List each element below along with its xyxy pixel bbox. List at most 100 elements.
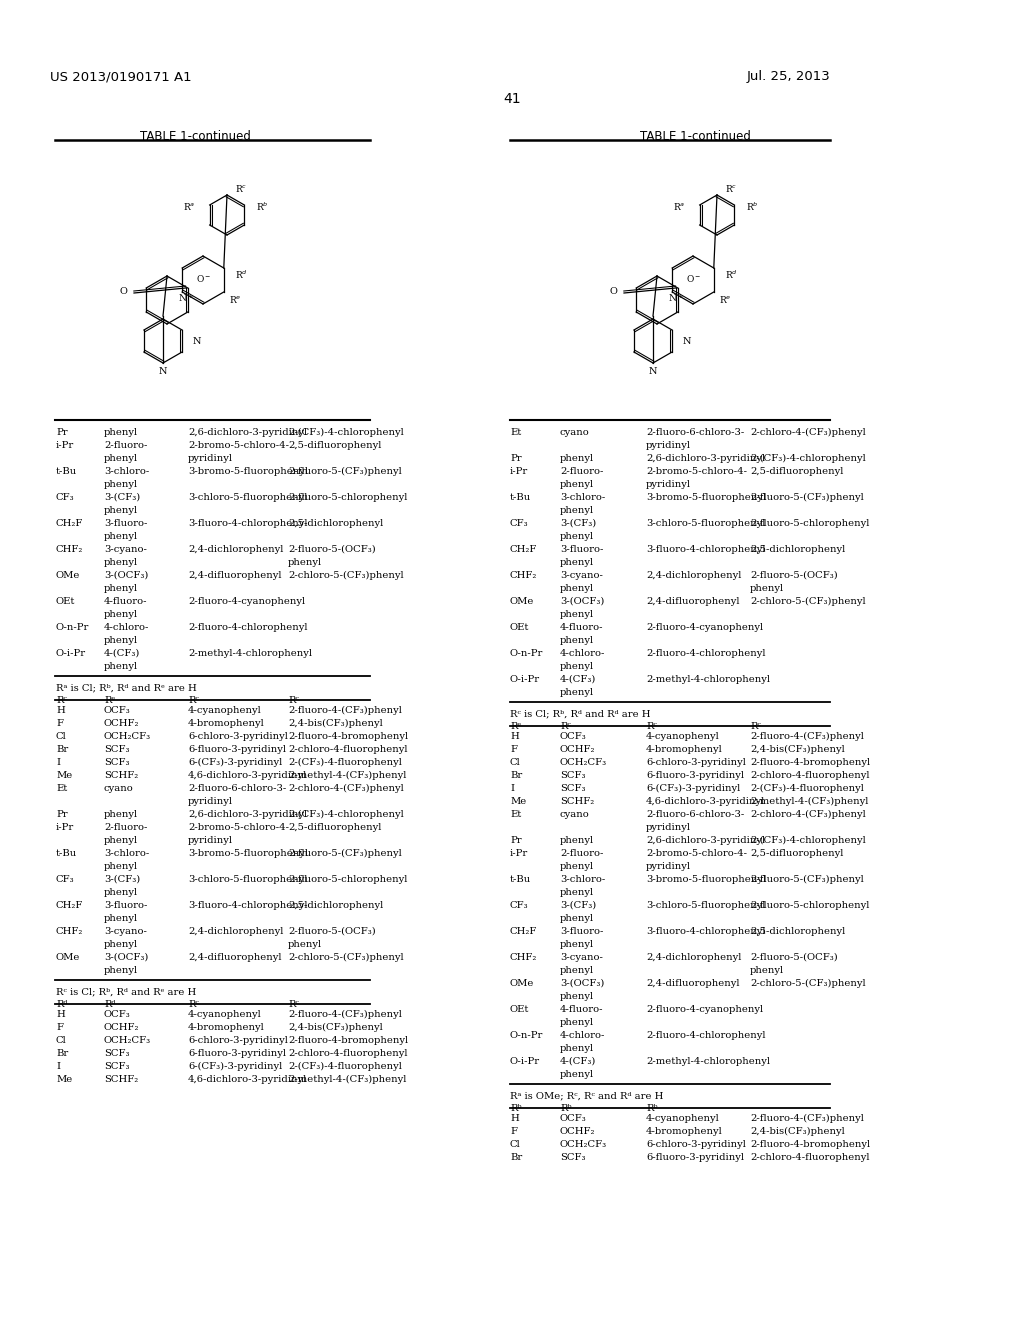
Text: phenyl: phenyl	[104, 506, 138, 515]
Text: pyridinyl: pyridinyl	[188, 836, 233, 845]
Text: OCHF₂: OCHF₂	[104, 719, 139, 729]
Text: 2,5-difluorophenyl: 2,5-difluorophenyl	[288, 822, 381, 832]
Text: CH₂F: CH₂F	[56, 519, 83, 528]
Text: 6-chloro-3-pyridinyl: 6-chloro-3-pyridinyl	[646, 1140, 745, 1148]
Text: OCF₃: OCF₃	[104, 706, 131, 715]
Text: 2-methyl-4-(CF₃)phenyl: 2-methyl-4-(CF₃)phenyl	[750, 797, 868, 807]
Text: Rᵇ: Rᵇ	[560, 1104, 571, 1113]
Text: 2-fluoro-4-cyanophenyl: 2-fluoro-4-cyanophenyl	[188, 597, 305, 606]
Text: Rᵉ: Rᵉ	[104, 696, 116, 705]
Text: 2-fluoro-6-chloro-3-: 2-fluoro-6-chloro-3-	[646, 810, 744, 818]
Text: 3-fluoro-: 3-fluoro-	[104, 519, 147, 528]
Text: phenyl: phenyl	[560, 558, 594, 568]
Text: phenyl: phenyl	[104, 940, 138, 949]
Text: i-Pr: i-Pr	[510, 849, 528, 858]
Text: 2-fluoro-4-chlorophenyl: 2-fluoro-4-chlorophenyl	[646, 649, 766, 657]
Text: 3-(OCF₃): 3-(OCF₃)	[560, 979, 604, 987]
Text: phenyl: phenyl	[104, 888, 138, 898]
Text: Cl: Cl	[56, 733, 67, 741]
Text: phenyl: phenyl	[104, 966, 138, 975]
Text: CF₃: CF₃	[56, 492, 75, 502]
Text: 2-fluoro-5-chlorophenyl: 2-fluoro-5-chlorophenyl	[288, 492, 408, 502]
Text: cyano: cyano	[104, 784, 134, 793]
Text: F: F	[510, 1127, 517, 1137]
Text: R$^c$: R$^c$	[234, 182, 247, 194]
Text: SCHF₂: SCHF₂	[104, 1074, 138, 1084]
Text: 2-(CF₃)-4-chlorophenyl: 2-(CF₃)-4-chlorophenyl	[750, 454, 865, 463]
Text: R$^a$: R$^a$	[673, 202, 685, 213]
Text: t-Bu: t-Bu	[56, 849, 77, 858]
Text: H: H	[56, 706, 65, 715]
Text: phenyl: phenyl	[288, 940, 323, 949]
Text: CH₂F: CH₂F	[510, 545, 538, 554]
Text: 6-(CF₃)-3-pyridinyl: 6-(CF₃)-3-pyridinyl	[646, 784, 740, 793]
Text: CF₃: CF₃	[510, 519, 528, 528]
Text: 6-fluoro-3-pyridinyl: 6-fluoro-3-pyridinyl	[646, 1152, 744, 1162]
Text: 3-(CF₃): 3-(CF₃)	[104, 492, 140, 502]
Text: cyano: cyano	[560, 428, 590, 437]
Text: Rᵇ: Rᵇ	[510, 1104, 521, 1113]
Text: N: N	[193, 337, 202, 346]
Text: 4-cyanophenyl: 4-cyanophenyl	[646, 1114, 720, 1123]
Text: phenyl: phenyl	[560, 532, 594, 541]
Text: 3-cyano-: 3-cyano-	[560, 953, 603, 962]
Text: 3-chloro-5-fluorophenyl: 3-chloro-5-fluorophenyl	[188, 875, 307, 884]
Text: phenyl: phenyl	[560, 480, 594, 488]
Text: 2-fluoro-5-(OCF₃): 2-fluoro-5-(OCF₃)	[750, 953, 838, 962]
Text: Pr: Pr	[56, 810, 68, 818]
Text: Rᶜ is Cl; Rᵇ, Rᵈ and Rᵈ are H: Rᶜ is Cl; Rᵇ, Rᵈ and Rᵈ are H	[510, 709, 650, 718]
Text: 2-fluoro-4-chlorophenyl: 2-fluoro-4-chlorophenyl	[188, 623, 307, 632]
Text: phenyl: phenyl	[104, 532, 138, 541]
Text: Et: Et	[510, 810, 521, 818]
Text: I: I	[56, 758, 60, 767]
Text: Rᶜ is Cl; Rᵇ, Rᵈ and Rᵉ are H: Rᶜ is Cl; Rᵇ, Rᵈ and Rᵉ are H	[56, 987, 197, 997]
Text: 3-(CF₃): 3-(CF₃)	[560, 519, 596, 528]
Text: 3-bromo-5-fluorophenyl: 3-bromo-5-fluorophenyl	[188, 467, 308, 477]
Text: 2-methyl-4-(CF₃)phenyl: 2-methyl-4-(CF₃)phenyl	[288, 771, 407, 780]
Text: R$^c$: R$^c$	[725, 182, 737, 194]
Text: 6-(CF₃)-3-pyridinyl: 6-(CF₃)-3-pyridinyl	[188, 1063, 283, 1071]
Text: H: H	[510, 733, 519, 741]
Text: t-Bu: t-Bu	[510, 875, 531, 884]
Text: SCF₃: SCF₃	[560, 771, 586, 780]
Text: 2-fluoro-5-(CF₃)phenyl: 2-fluoro-5-(CF₃)phenyl	[750, 875, 864, 884]
Text: 2-(CF₃)-4-fluorophenyl: 2-(CF₃)-4-fluorophenyl	[288, 758, 401, 767]
Text: 2-chloro-4-(CF₃)phenyl: 2-chloro-4-(CF₃)phenyl	[288, 784, 403, 793]
Text: i-Pr: i-Pr	[56, 822, 75, 832]
Text: 2-chloro-4-fluorophenyl: 2-chloro-4-fluorophenyl	[288, 744, 408, 754]
Text: OMe: OMe	[510, 597, 535, 606]
Text: 4-bromophenyl: 4-bromophenyl	[188, 1023, 265, 1032]
Text: 4-chloro-: 4-chloro-	[560, 649, 605, 657]
Text: TABLE 1-continued: TABLE 1-continued	[139, 129, 251, 143]
Text: 2-fluoro-4-bromophenyl: 2-fluoro-4-bromophenyl	[750, 1140, 870, 1148]
Text: 2-chloro-4-(CF₃)phenyl: 2-chloro-4-(CF₃)phenyl	[750, 810, 865, 820]
Text: OCHF₂: OCHF₂	[560, 1127, 596, 1137]
Text: 6-chloro-3-pyridinyl: 6-chloro-3-pyridinyl	[646, 758, 745, 767]
Text: pyridinyl: pyridinyl	[188, 797, 233, 807]
Text: Pr: Pr	[56, 428, 68, 437]
Text: OMe: OMe	[56, 572, 80, 579]
Text: SCF₃: SCF₃	[104, 758, 129, 767]
Text: 4-bromophenyl: 4-bromophenyl	[646, 1127, 723, 1137]
Text: CHF₂: CHF₂	[56, 927, 83, 936]
Text: Br: Br	[56, 1049, 69, 1059]
Text: 2,4-difluorophenyl: 2,4-difluorophenyl	[188, 572, 282, 579]
Text: phenyl: phenyl	[104, 428, 138, 437]
Text: CH₂F: CH₂F	[56, 902, 83, 909]
Text: 4-chloro-: 4-chloro-	[104, 623, 150, 632]
Text: 2-fluoro-5-chlorophenyl: 2-fluoro-5-chlorophenyl	[288, 875, 408, 884]
Text: Me: Me	[510, 797, 526, 807]
Text: 3-(CF₃): 3-(CF₃)	[560, 902, 596, 909]
Text: O: O	[609, 286, 617, 296]
Text: Rᵈ: Rᵈ	[104, 1001, 116, 1008]
Text: 3-fluoro-4-chlorophenyl: 3-fluoro-4-chlorophenyl	[646, 927, 766, 936]
Text: O-i-Pr: O-i-Pr	[510, 675, 540, 684]
Text: OCHF₂: OCHF₂	[560, 744, 596, 754]
Text: 3-bromo-5-fluorophenyl: 3-bromo-5-fluorophenyl	[646, 492, 766, 502]
Text: Br: Br	[510, 771, 522, 780]
Text: 41: 41	[503, 92, 521, 106]
Text: 3-bromo-5-fluorophenyl: 3-bromo-5-fluorophenyl	[188, 849, 308, 858]
Text: 2-fluoro-5-(OCF₃): 2-fluoro-5-(OCF₃)	[750, 572, 838, 579]
Text: 2,6-dichloro-3-pyridinyl: 2,6-dichloro-3-pyridinyl	[188, 428, 307, 437]
Text: 3-chloro-: 3-chloro-	[104, 849, 150, 858]
